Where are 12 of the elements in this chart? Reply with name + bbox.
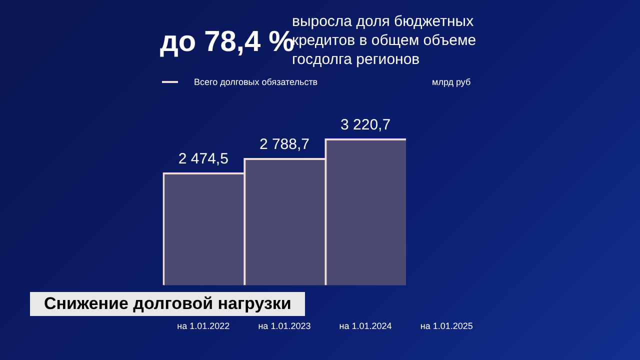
x-tick-label: на 1.01.2024 (339, 321, 392, 332)
text: Всего долговых обязательств (194, 77, 318, 87)
data-label: 2 788,7 (259, 136, 310, 153)
chart-subtitle: выросла доля бюджетных кредитов в общем объеме госдолга регионов (292, 12, 478, 69)
x-tick-label: на 1.01.2025 (420, 321, 473, 332)
data-label: 3 220,7 (340, 116, 391, 134)
x-tick-label: на 1.01.2022 (177, 321, 230, 332)
text: млрд руб (432, 77, 471, 87)
chart-title: до 78,4 % (160, 26, 294, 58)
x-tick-label: на 1.01.2023 (258, 321, 311, 332)
data-label: 2 474,5 (178, 150, 228, 168)
text: Снижение долговой нагрузки (30, 292, 306, 316)
